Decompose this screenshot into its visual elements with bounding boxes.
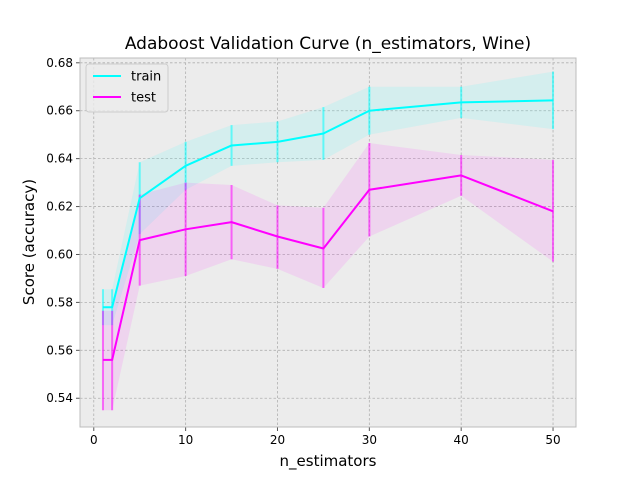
x-tick-label: 10 [178,433,193,447]
train-confidence-band [102,71,554,326]
x-axis-label: n_estimators [280,452,377,471]
x-tick-label: 40 [454,433,469,447]
y-tick-label: 0.68 [46,56,73,70]
x-tick-label: 50 [545,433,560,447]
y-tick-label: 0.54 [46,391,73,405]
legend-train-label: train [131,70,161,85]
y-tick-label: 0.60 [46,247,73,261]
test-series-line [102,174,554,361]
legend: train test [85,63,169,113]
train-series-line [102,99,554,309]
chart-title: Adaboost Validation Curve (n_estimators,… [125,34,531,54]
plot-frame [79,57,577,428]
test-confidence-band [102,143,554,411]
confidence-bands [102,71,554,411]
y-tick-label: 0.66 [46,104,73,118]
x-tick-label: 20 [270,433,285,447]
axis-ticks: 0 10 20 30 40 50 0.54 0.56 0.58 0.60 0.62 0.64 0.66 0… [46,56,560,447]
y-tick-label: 0.56 [46,343,73,357]
y-tick-label: 0.62 [46,200,73,214]
x-tick-label: 30 [362,433,377,447]
y-tick-label: 0.64 [46,152,73,166]
y-axis-label: Score (accuracy) [20,179,38,305]
series-lines [102,99,554,361]
y-tick-label: 0.58 [46,295,73,309]
x-tick-label: 0 [90,433,98,447]
legend-test-label: test [131,91,156,106]
